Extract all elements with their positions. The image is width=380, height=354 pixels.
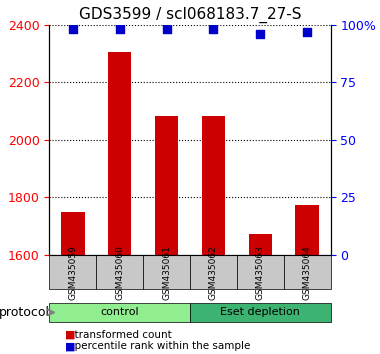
Point — [304, 29, 310, 35]
Text: Eset depletion: Eset depletion — [220, 307, 300, 318]
Text: percentile rank within the sample: percentile rank within the sample — [68, 341, 251, 351]
FancyBboxPatch shape — [284, 255, 331, 290]
FancyBboxPatch shape — [237, 255, 284, 290]
FancyBboxPatch shape — [190, 255, 237, 290]
Bar — [61, 212, 85, 255]
Bar — [296, 205, 319, 255]
Point — [211, 27, 217, 32]
Text: GSM435063: GSM435063 — [256, 245, 265, 299]
FancyBboxPatch shape — [143, 255, 190, 290]
Text: ■: ■ — [65, 341, 75, 351]
Point — [257, 31, 263, 37]
FancyBboxPatch shape — [190, 303, 331, 321]
Bar — [108, 52, 131, 255]
Text: GSM435062: GSM435062 — [209, 245, 218, 299]
Text: GSM435064: GSM435064 — [302, 245, 312, 299]
FancyBboxPatch shape — [96, 255, 143, 290]
Text: GSM435061: GSM435061 — [162, 245, 171, 299]
Bar — [155, 116, 178, 255]
Title: GDS3599 / scl068183.7_27-S: GDS3599 / scl068183.7_27-S — [79, 7, 301, 23]
Point — [70, 27, 76, 32]
Bar — [202, 116, 225, 255]
FancyBboxPatch shape — [49, 303, 190, 321]
Point — [117, 27, 123, 32]
Text: control: control — [100, 307, 139, 318]
Text: GSM435059: GSM435059 — [68, 245, 78, 299]
FancyBboxPatch shape — [49, 255, 96, 290]
Text: protocol: protocol — [0, 306, 49, 319]
Point — [163, 27, 169, 32]
Text: transformed count: transformed count — [68, 330, 172, 339]
Text: GSM435060: GSM435060 — [115, 245, 124, 299]
Text: ■: ■ — [65, 330, 75, 339]
Bar — [249, 234, 272, 255]
